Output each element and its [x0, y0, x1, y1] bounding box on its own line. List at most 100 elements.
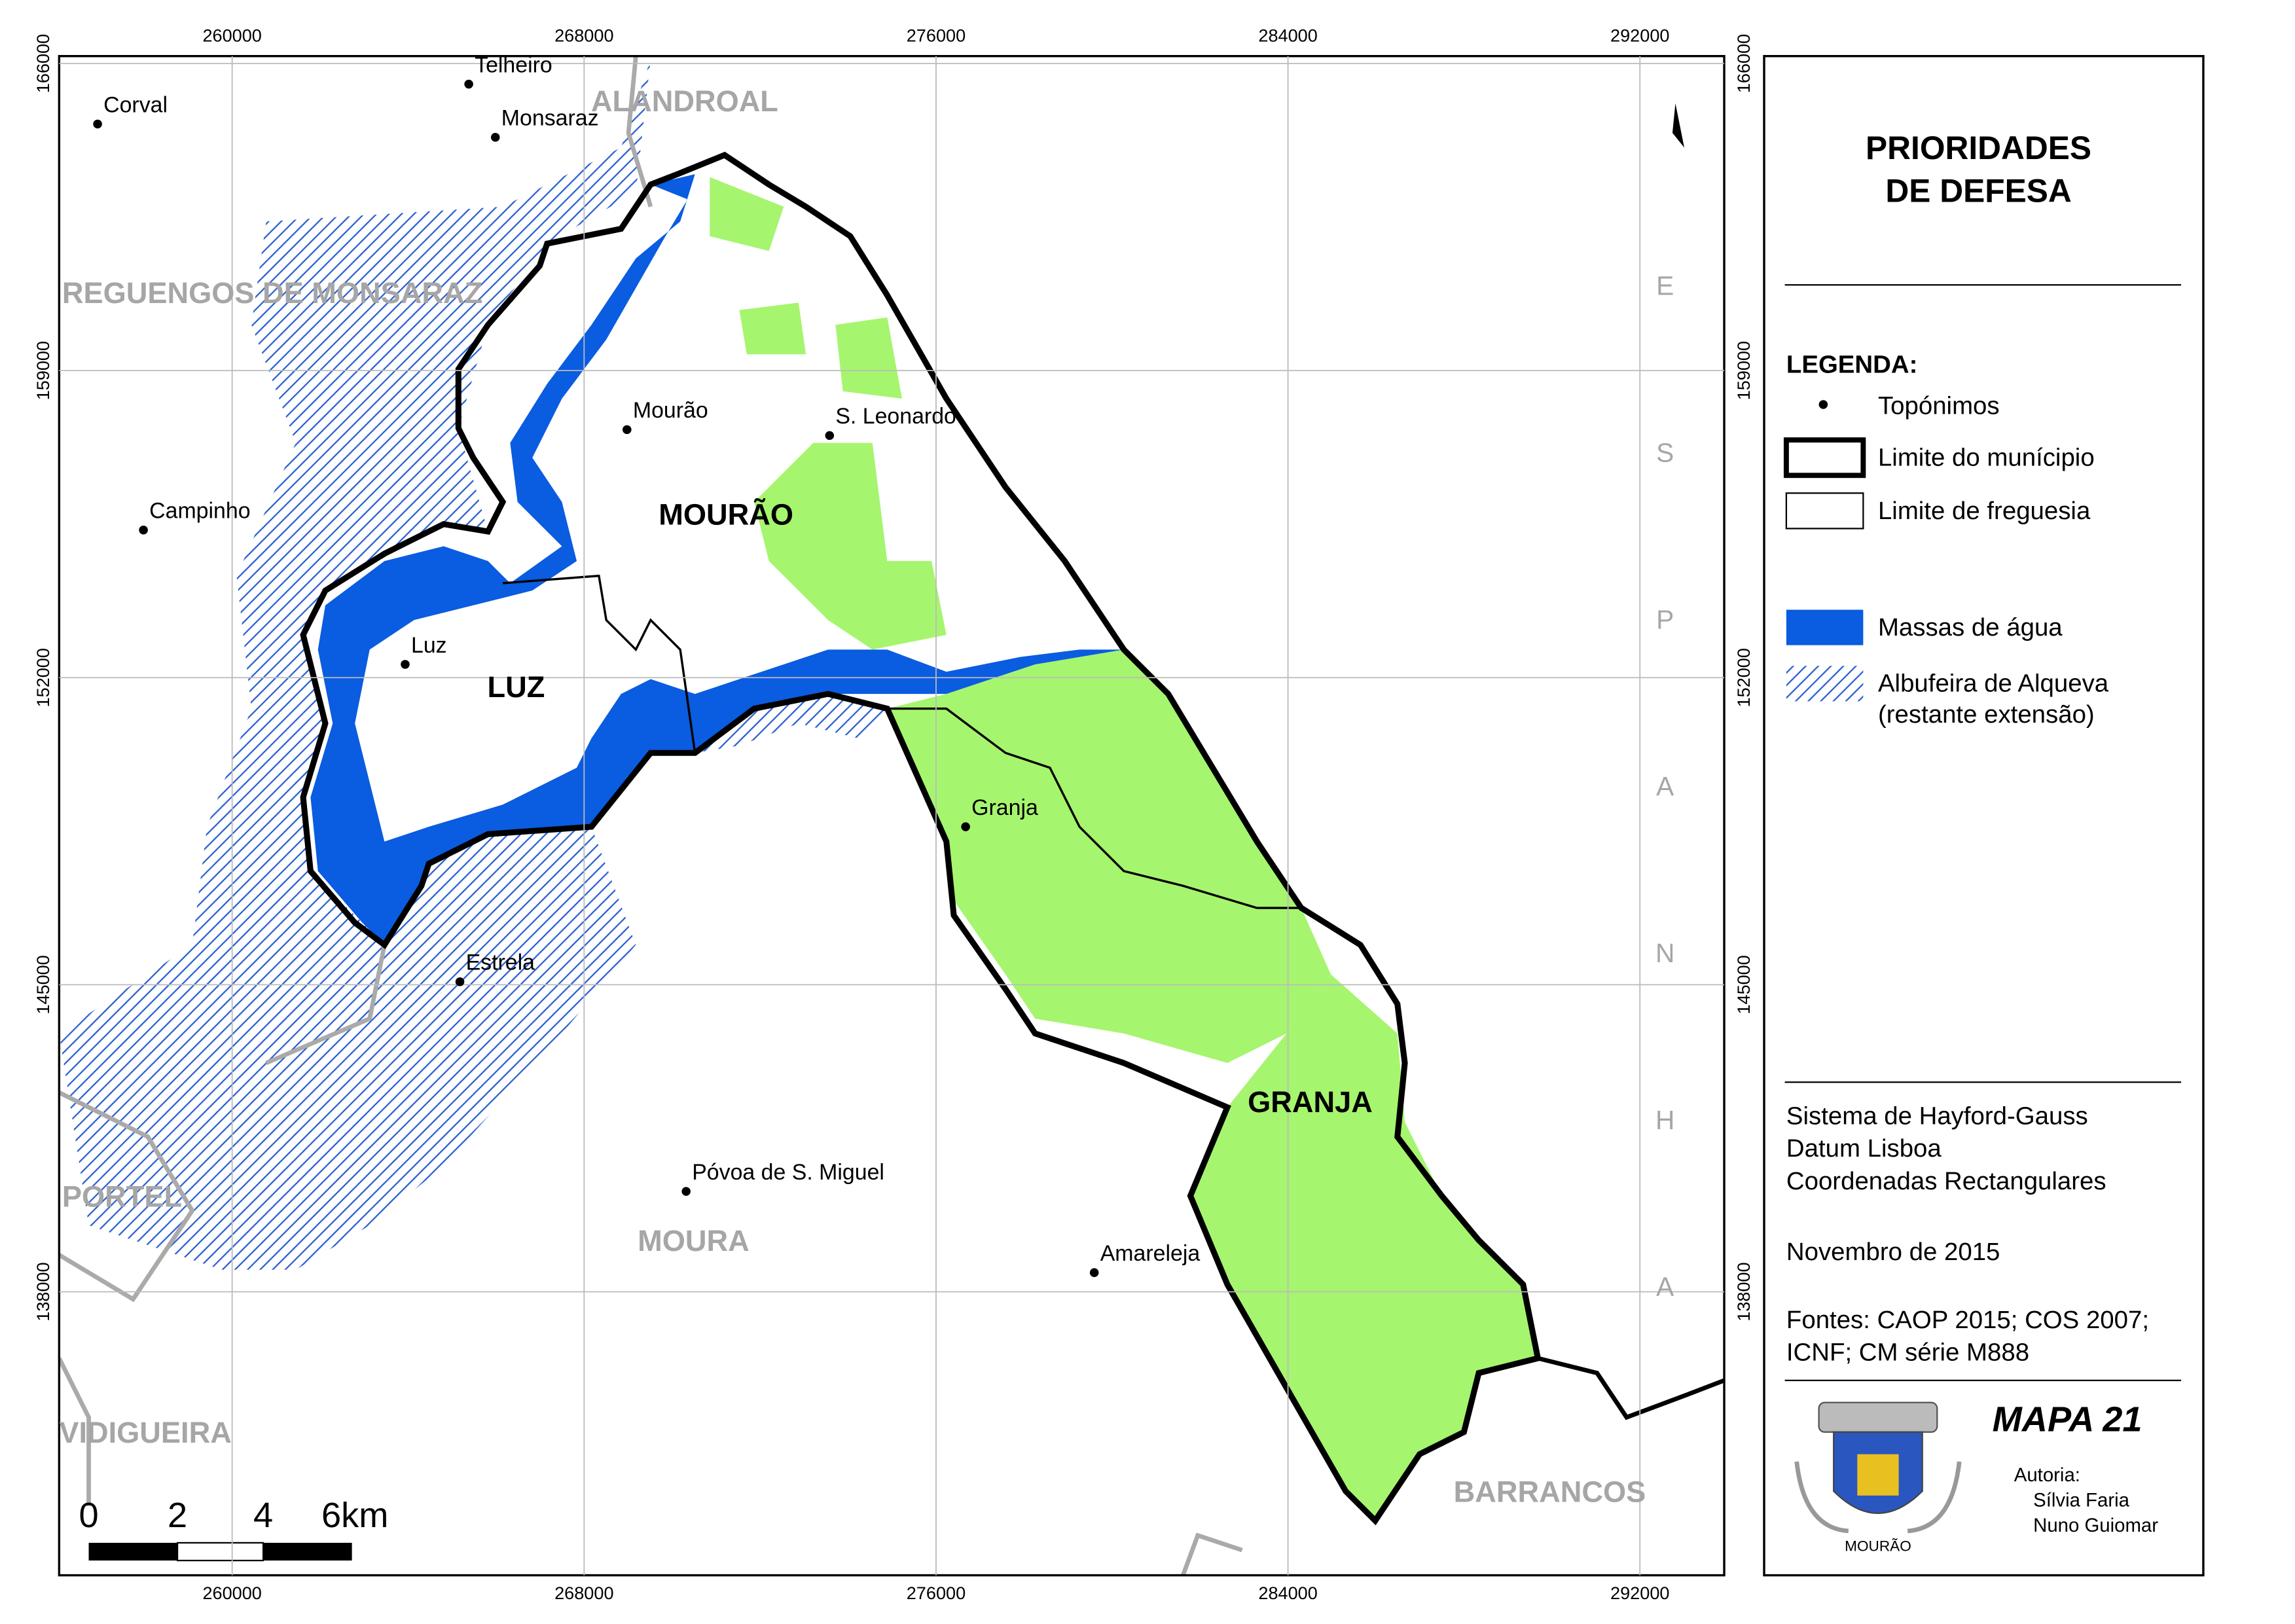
municipality-label: BARRANCOS: [1454, 1475, 1646, 1508]
place-label: Póvoa de S. Miguel: [692, 1160, 884, 1185]
legend-label: Limite do munícipio: [1878, 444, 2095, 472]
legend-swatch: [1786, 609, 1864, 645]
north-arrow: [1666, 103, 1685, 192]
place-label: Estrela: [466, 950, 535, 975]
country-label: A: [1656, 1272, 1674, 1302]
legend-label: (restante extensão): [1878, 700, 2095, 729]
x-tick-label: 276000: [907, 26, 966, 46]
place-label: Mourão: [633, 398, 708, 423]
parish-label: LUZ: [488, 670, 545, 704]
x-tick-label: 260000: [202, 1583, 261, 1603]
country-label: N: [1655, 938, 1674, 968]
road: [59, 1091, 195, 1303]
projection: Sistema de Hayford-Gauss: [1786, 1102, 2088, 1130]
x-tick-label: 292000: [1610, 1583, 1669, 1603]
land-cover: [835, 317, 903, 399]
scale-segment: [88, 1542, 178, 1561]
place-point: [825, 431, 835, 441]
place-point: [681, 1187, 691, 1196]
map-frame: [58, 55, 1726, 1577]
authorship-heading: Autoria:: [2014, 1464, 2080, 1486]
place-label: Telheiro: [475, 52, 552, 77]
y-tick-label: 159000: [33, 341, 53, 400]
legend-heading: LEGENDA:: [1786, 351, 1917, 379]
x-tick-label: 260000: [202, 26, 261, 46]
author: Sílvia Faria: [2033, 1490, 2129, 1511]
road: [265, 944, 387, 1066]
legend-label: Topónimos: [1878, 392, 2000, 420]
sources: Fontes: CAOP 2015; COS 2007;: [1786, 1306, 2149, 1334]
place-point: [490, 132, 500, 142]
municipality-label: VIDIGUEIRA: [59, 1416, 231, 1449]
place-point: [455, 977, 465, 986]
road: [59, 1357, 91, 1506]
municipality-label: MOURA: [638, 1224, 750, 1257]
land-cover: [1190, 974, 1538, 1521]
legend-label: Limite de freguesia: [1878, 497, 2091, 525]
scale-label: 4: [253, 1496, 273, 1535]
y-tick-label: 166000: [1733, 34, 1754, 93]
y-tick-label: 145000: [33, 955, 53, 1014]
land-cover: [754, 442, 947, 650]
x-tick-label: 284000: [1258, 26, 1317, 46]
municipality-boundary: [300, 151, 1542, 1526]
country-label: A: [1656, 771, 1674, 801]
scale-label: 2: [168, 1496, 187, 1535]
x-tick-label: 284000: [1258, 1583, 1317, 1603]
country-label: H: [1655, 1105, 1674, 1135]
road: [1181, 1532, 1243, 1576]
y-tick-label: 159000: [1733, 341, 1754, 400]
municipality-label: ALANDROAL: [591, 84, 778, 118]
land-cover: [739, 302, 806, 355]
x-tick-label: 292000: [1610, 26, 1669, 46]
parish-boundary: [502, 574, 696, 753]
x-tick-label: 268000: [554, 26, 613, 46]
map-body: [59, 56, 1725, 1576]
panel-title: PRIORIDADES: [1866, 130, 2091, 166]
author: Nuno Guiomar: [2033, 1515, 2158, 1536]
place-label: Luz: [411, 633, 447, 658]
country-label: S: [1656, 437, 1674, 467]
projection: Coordenadas Rectangulares: [1786, 1167, 2106, 1195]
country-label: P: [1656, 604, 1674, 634]
municipality-label: PORTEL: [62, 1180, 182, 1213]
panel-title: DE DEFESA: [1885, 173, 2071, 209]
crest-label: MOURÃO: [1845, 1538, 1911, 1555]
water: [310, 174, 1124, 945]
place-label: Granja: [971, 795, 1038, 820]
land-cover: [710, 177, 784, 251]
place-point: [464, 79, 473, 89]
place-point: [93, 119, 102, 129]
parish-label: MOURÃO: [659, 497, 793, 531]
date: Novembro de 2015: [1786, 1238, 2000, 1266]
parish-boundary: [887, 707, 1301, 909]
place-point: [401, 660, 410, 669]
scale-label: 6km: [321, 1496, 388, 1535]
x-tick-label: 276000: [907, 1583, 966, 1603]
scale-segment: [176, 1542, 264, 1562]
place-label: Corval: [103, 92, 168, 117]
reservoir-hatch: [695, 694, 888, 753]
y-tick-label: 152000: [1733, 648, 1754, 707]
x-tick-label: 268000: [554, 1583, 613, 1603]
y-tick-label: 138000: [1733, 1262, 1754, 1321]
y-tick-label: 138000: [33, 1262, 53, 1321]
municipality-label: REGUENGOS DE MONSARAZ: [62, 276, 482, 310]
y-tick-label: 152000: [33, 648, 53, 707]
legend-point: [1818, 400, 1828, 409]
reservoir-hatch: [59, 59, 651, 1270]
crest: [1794, 1401, 1962, 1534]
legend-swatch: [1785, 492, 1864, 530]
place-label: S. Leonardo: [835, 404, 956, 429]
border: [1537, 1356, 1725, 1420]
scale-segment: [263, 1542, 352, 1561]
place-label: Campinho: [149, 499, 250, 524]
place-point: [139, 525, 148, 535]
country-label: E: [1656, 271, 1674, 301]
y-tick-label: 145000: [1733, 955, 1754, 1014]
place-point: [1089, 1268, 1099, 1277]
projection: Datum Lisboa: [1786, 1134, 1942, 1163]
sources: ICNF; CM série M888: [1786, 1338, 2029, 1366]
place-point: [961, 822, 970, 831]
